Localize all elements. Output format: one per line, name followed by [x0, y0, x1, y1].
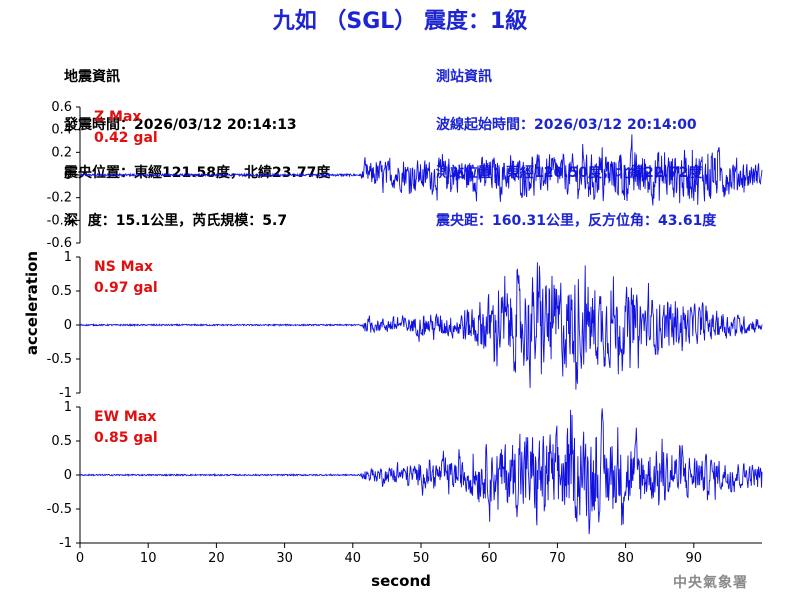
max-label: EW Max	[94, 409, 156, 425]
y-tick-label: -0.2	[47, 191, 72, 206]
y-tick-label: 0.4	[51, 123, 72, 138]
x-tick-label: 60	[481, 551, 498, 566]
max-label: Z Max	[94, 109, 141, 125]
y-tick-label: 1	[64, 250, 72, 265]
y-tick-label: 0	[64, 468, 72, 483]
max-value: 0.42 gal	[94, 130, 158, 146]
y-tick-label: -0.4	[47, 213, 72, 228]
y-tick-label: 1	[64, 400, 72, 415]
x-tick-label: 30	[276, 551, 293, 566]
y-tick-label: -0.5	[47, 502, 72, 517]
y-tick-label: -0.6	[47, 236, 72, 251]
quake-info-line: 震央位置：東經121.58度，北緯23.77度	[64, 165, 331, 181]
x-tick-label: 20	[208, 551, 225, 566]
ew-waveform-line	[79, 408, 763, 535]
station-info-line: 震央距：160.31公里，反方位角：43.61度	[436, 213, 717, 229]
x-tick-label: 90	[686, 551, 703, 566]
quake-info-line: 地震資訊	[64, 69, 120, 85]
y-tick-label: -1	[59, 536, 72, 551]
page-title: 九如 （SGL） 震度：1級	[272, 9, 528, 34]
max-value: 0.85 gal	[94, 430, 158, 446]
y-axis-label: acceleration	[23, 251, 41, 355]
y-tick-label: 0	[64, 318, 72, 333]
max-value: 0.97 gal	[94, 280, 158, 296]
quake-info: 地震資訊 發震時間：2026/03/12 20:14:13 震央位置：東經121…	[64, 37, 330, 245]
station-info-line: 波線起始時間：2026/03/12 20:14:00	[436, 117, 697, 133]
station-info-line: 測站資訊	[436, 69, 492, 85]
y-tick-label: -1	[59, 386, 72, 401]
x-tick-label: 0	[76, 551, 84, 566]
agency-credit: 中央氣象署	[673, 575, 748, 591]
y-tick-label: -0.5	[47, 352, 72, 367]
quake-info-line: 發震時間：2026/03/12 20:14:13	[64, 117, 297, 133]
y-tick-label: 0.5	[51, 434, 72, 449]
ns-waveform-line	[79, 262, 763, 390]
y-tick-label: 0.6	[51, 100, 72, 115]
x-tick-label: 80	[617, 551, 634, 566]
y-tick-label: 0.2	[51, 145, 72, 160]
max-label: NS Max	[94, 259, 153, 275]
y-tick-label: 0	[64, 168, 72, 183]
quake-info-line: 深 度：15.1公里，芮氏規模：5.7	[64, 213, 288, 229]
x-tick-label: 50	[413, 551, 430, 566]
x-axis-label: second	[371, 572, 431, 590]
x-tick-label: 10	[140, 551, 157, 566]
x-tick-label: 40	[345, 551, 362, 566]
z-waveform-line	[79, 134, 763, 206]
y-tick-label: 0.5	[51, 284, 72, 299]
x-tick-label: 70	[549, 551, 566, 566]
